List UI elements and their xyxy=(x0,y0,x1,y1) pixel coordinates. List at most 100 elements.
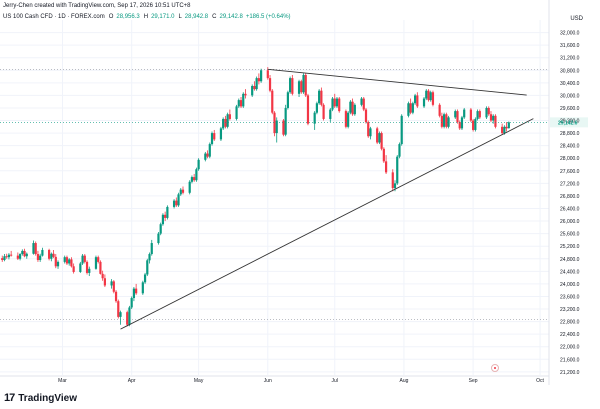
high-value: 29,171.0 xyxy=(151,14,175,20)
candle-down xyxy=(103,278,106,286)
price-axis-label: 24,800.0 xyxy=(560,257,580,263)
candle-down xyxy=(114,291,118,302)
candle-down xyxy=(266,70,269,79)
candle-down xyxy=(65,257,69,264)
candle-down xyxy=(320,90,323,105)
candle-down xyxy=(228,114,231,119)
candle-up xyxy=(335,98,339,107)
candle-up xyxy=(157,233,160,244)
candle-down xyxy=(54,256,57,267)
candle-down xyxy=(271,90,274,113)
candle-down xyxy=(181,189,185,193)
candle-up xyxy=(222,118,225,129)
candle-down xyxy=(458,122,461,129)
candle-up xyxy=(349,101,352,113)
candle-up xyxy=(318,90,321,104)
candle-up xyxy=(179,189,182,195)
candle-up xyxy=(21,250,24,255)
candle-up xyxy=(393,183,397,189)
price-axis-label: 21,200.0 xyxy=(560,370,580,376)
candle-up xyxy=(130,298,133,308)
price-axis-label: 27,200.0 xyxy=(560,181,580,187)
price-axis-label: 27,600.0 xyxy=(560,169,580,175)
eye-icon[interactable] xyxy=(491,364,499,372)
candle-down xyxy=(5,256,8,258)
candle-up xyxy=(177,194,180,206)
candle-up xyxy=(260,70,263,82)
candle-up xyxy=(172,200,176,207)
price-axis-label: 29,600.0 xyxy=(560,106,580,112)
candle-up xyxy=(315,103,319,113)
candle-down xyxy=(72,266,75,272)
candle-up xyxy=(251,85,254,96)
price-axis-label: 24,400.0 xyxy=(560,269,580,275)
candle-up xyxy=(188,181,191,193)
candle-up xyxy=(407,103,410,116)
time-axis-label: May xyxy=(194,378,204,384)
candle-down xyxy=(16,255,19,259)
candle-up xyxy=(219,128,223,140)
candle-down xyxy=(70,259,73,267)
candle-down xyxy=(322,104,325,119)
time-axis-label: Oct xyxy=(536,378,544,384)
candle-down xyxy=(253,85,256,90)
candle-down xyxy=(489,114,493,121)
price-axis-label: 22,400.0 xyxy=(560,332,580,338)
candle-down xyxy=(380,133,383,149)
candle-up xyxy=(411,103,414,113)
candle-up xyxy=(195,169,198,181)
candle-up xyxy=(159,224,162,234)
candle-down xyxy=(456,111,459,123)
candle-up xyxy=(396,156,399,184)
candle-up xyxy=(204,153,207,160)
candle-down xyxy=(427,90,430,101)
creator-line: Jerry-Chen created with TradingView.com,… xyxy=(3,3,191,9)
time-axis-label: Sep xyxy=(469,378,478,384)
candle-up xyxy=(150,243,153,255)
candle-down xyxy=(382,148,385,162)
candle-down xyxy=(117,301,120,317)
candle-up xyxy=(119,312,122,317)
candle-down xyxy=(244,93,247,96)
candle-up xyxy=(463,109,466,118)
currency-label[interactable]: USD xyxy=(570,16,583,22)
candle-up xyxy=(18,254,22,259)
candle-down xyxy=(101,273,104,279)
price-axis-label: 23,200.0 xyxy=(560,307,580,313)
candle-down xyxy=(384,161,388,173)
price-axis-label: 25,200.0 xyxy=(560,244,580,250)
candle-down xyxy=(333,98,336,107)
candle-down xyxy=(34,243,37,255)
price-axis-label: 28,400.0 xyxy=(560,144,580,150)
price-axis-label: 31,600.0 xyxy=(560,43,580,49)
candle-up xyxy=(503,126,506,134)
price-axis-label: 32,000.0 xyxy=(560,31,580,37)
candle-up xyxy=(286,92,289,108)
tradingview-logo[interactable]: 17 TradingView xyxy=(4,392,77,404)
trendline-upper[interactable] xyxy=(267,68,527,96)
candle-down xyxy=(351,101,354,115)
candle-down xyxy=(416,95,419,107)
candle-up xyxy=(132,288,136,299)
change-value: +186.5 (+0.64%) xyxy=(245,14,291,20)
candle-down xyxy=(10,254,13,256)
candle-up xyxy=(3,256,6,261)
candle-up xyxy=(313,112,316,124)
candle-down xyxy=(367,122,370,137)
candle-up xyxy=(353,104,356,115)
candle-down xyxy=(85,261,89,273)
candle-down xyxy=(273,112,276,134)
price-axis-label: 25,600.0 xyxy=(560,232,580,238)
last-price-label: 29,142.6 xyxy=(558,120,578,126)
candle-up xyxy=(81,255,84,264)
candle-up xyxy=(161,214,165,225)
symbol-title[interactable]: US 100 Cash CFD · 1D · FOREX.com xyxy=(3,14,105,20)
candle-up xyxy=(429,92,432,101)
candle-up xyxy=(378,133,381,143)
candle-down xyxy=(36,254,40,261)
low-value: 28,942.8 xyxy=(184,14,209,20)
trendline-lower[interactable] xyxy=(120,118,534,330)
candle-down xyxy=(376,128,379,143)
tradingview-logo-text: TradingView xyxy=(18,392,77,404)
